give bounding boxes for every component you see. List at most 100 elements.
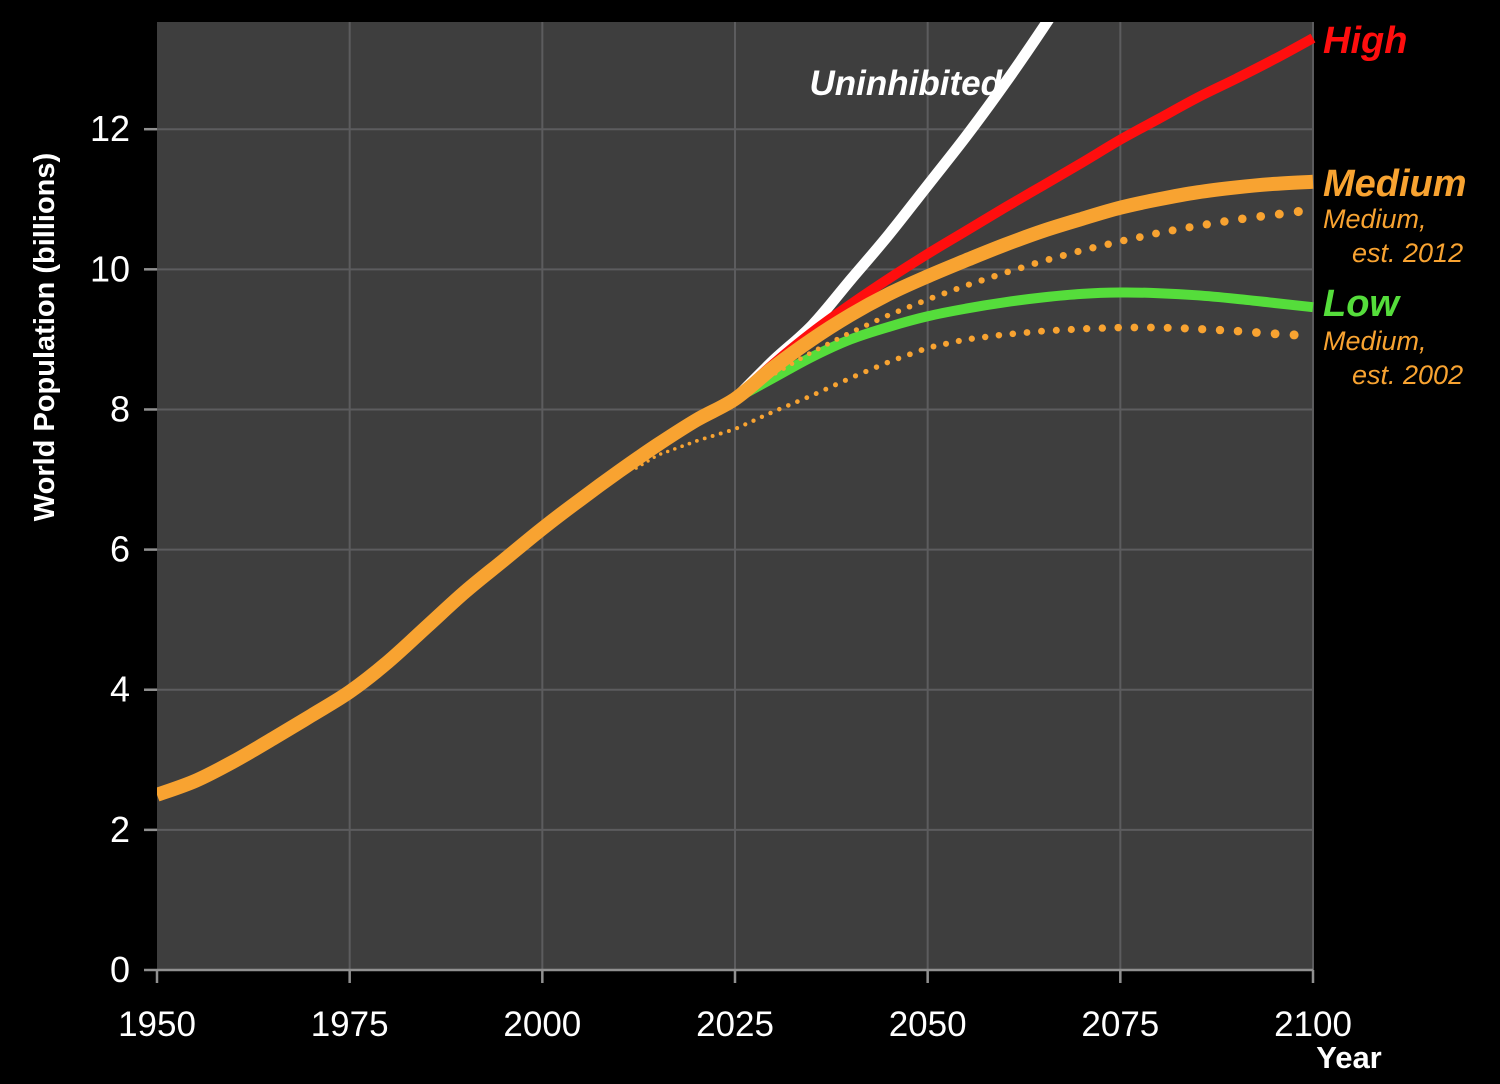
series-medium-est-2012-dot (843, 331, 850, 338)
series-medium-est-2002-dot (1215, 325, 1225, 335)
y-tick-label: 6 (110, 529, 130, 570)
series-medium-est-2012-dot (1045, 255, 1053, 263)
series-medium-est-2002-dot (813, 391, 819, 397)
y-tick-label: 8 (110, 388, 130, 429)
series-medium-est-2002-dot (1038, 327, 1045, 335)
series-medium-est-2012-dot (834, 336, 840, 342)
series-medium-est-2002-dot (1163, 323, 1172, 332)
series-medium-est-2002-dot (942, 340, 950, 347)
medium-est-2002-label-line1: Medium, (1323, 326, 1427, 356)
series-medium (157, 174, 1314, 802)
series-medium-est-2012-dot (874, 317, 880, 324)
uninhibited-series-label: Uninhibited (809, 64, 1002, 103)
series-medium-est-2012-dot (895, 308, 902, 314)
series-medium-est-2002-dot (658, 452, 663, 456)
series-medium-est-2002-dot (673, 447, 677, 451)
series-medium-est-2012-dot (1256, 212, 1266, 221)
series-medium-est-2012-dot (825, 341, 830, 347)
series-medium-est-2002-dot (1198, 325, 1207, 334)
series-medium-est-2012-dot (1089, 244, 1097, 252)
series-medium-est-2002-dot (918, 347, 925, 354)
series-medium-est-2002-dot (652, 455, 656, 459)
series-medium-est-2002-dot (680, 444, 684, 449)
y-tick-label: 2 (110, 809, 130, 850)
series-medium-est-2012-dot (1202, 220, 1211, 229)
series-medium-est-2002-dot (1252, 328, 1261, 337)
medium-est-2012-label-line2: est. 2012 (1352, 238, 1464, 268)
series-medium-est-2012-dot (978, 277, 985, 284)
series-medium-est-2012-dot (806, 351, 812, 357)
series-medium-est-2002-dot (1009, 330, 1017, 338)
series-medium-est-2012-dot (953, 285, 960, 293)
series-high (731, 33, 1316, 403)
series-medium-est-2002-dot (1270, 329, 1280, 339)
x-tick-label: 2100 (1274, 1005, 1352, 1044)
x-tick-label: 2025 (696, 1005, 774, 1044)
series-low (732, 287, 1314, 404)
series-medium-est-2002-dot (1130, 323, 1139, 332)
series-medium-est-2002-dot (735, 426, 740, 431)
series-group (157, 22, 1316, 802)
medium-est-2002-label-line2: est. 2002 (1352, 360, 1464, 390)
series-medium-est-2002-dot (1023, 329, 1031, 336)
series-medium-est-2002-dot (665, 449, 670, 454)
series-medium-est-2012-dot (863, 322, 870, 328)
series-medium-est-2002-dot (1052, 326, 1060, 334)
series-medium-est-2002-dot (995, 331, 1003, 339)
series-medium-est-2012-dot (918, 299, 924, 306)
medium-est-2012-label-line1: Medium, (1323, 204, 1427, 234)
medium-series-label: Medium (1323, 163, 1467, 205)
series-medium-est-2002-dot (759, 414, 765, 419)
series-medium-est-2002-dot (777, 406, 782, 412)
series-medium-est-2002-dot (726, 428, 731, 434)
y-tick-label: 10 (90, 248, 130, 289)
x-tick-label: 2000 (503, 1005, 581, 1044)
series-medium-est-2002-dot (751, 418, 756, 423)
series-medium-est-2012-dot (853, 327, 860, 333)
x-tick-label: 1975 (311, 1005, 389, 1044)
series-medium-est-2012-dot (1185, 223, 1194, 232)
series-medium-est-2002-dot (718, 431, 723, 436)
series-medium-est-2002-dot (785, 403, 791, 408)
series-medium-est-2012-dot (1152, 229, 1160, 238)
x-tick-label: 2050 (889, 1005, 967, 1044)
series-medium-est-2002-dot (1289, 330, 1299, 340)
y-tick-label: 0 (110, 949, 130, 990)
x-tick-label: 1950 (118, 1005, 196, 1044)
series-medium-est-2002-dot (907, 351, 913, 358)
y-tick-label: 12 (90, 108, 130, 149)
series-medium-est-2012-dot (1293, 207, 1303, 217)
series-medium-est-2012-dot (965, 281, 973, 288)
series-medium-est-2002-dot (1067, 325, 1075, 334)
series-medium-est-2002-dot (768, 410, 773, 416)
series-medium-est-2002-dot (955, 337, 962, 345)
low-series-label: Low (1323, 283, 1399, 325)
series-medium-est-2002-dot (832, 382, 839, 388)
series-medium-est-2012-dot (1120, 236, 1128, 245)
series-medium-est-2002-dot (1083, 325, 1091, 333)
series-medium-est-2012-dot (1031, 260, 1039, 267)
series-medium-est-2002-dot (884, 359, 891, 366)
series-medium-est-2002-dot (1146, 323, 1155, 332)
series-medium-est-2012-dot (1074, 247, 1082, 256)
series-medium-est-2002-dot (823, 386, 829, 392)
series-medium-est-2002-dot (982, 333, 989, 341)
series-medium-est-2002-dot (863, 368, 869, 375)
series-medium-est-2012-dot (1017, 264, 1025, 272)
high-series-label: High (1323, 20, 1408, 62)
series-medium-est-2012-dot (1059, 251, 1067, 260)
series-medium-est-2002-dot (702, 436, 707, 441)
series-medium-est-2002-dot (695, 439, 699, 443)
series-medium-est-2002-dot (804, 395, 810, 401)
series-medium-est-2002-dot (842, 377, 848, 383)
series-medium-est-2002-dot (743, 422, 748, 427)
series-medium-est-2012-dot (929, 294, 936, 301)
series-medium-est-2012-dot (1135, 233, 1144, 241)
series-medium-est-2012-dot (1104, 240, 1112, 248)
series-medium-est-2002-dot (1180, 324, 1189, 333)
y-tick-label: 4 (110, 669, 130, 710)
series-medium-est-2002-dot (895, 355, 902, 362)
series-medium-est-2002-dot (852, 373, 859, 379)
